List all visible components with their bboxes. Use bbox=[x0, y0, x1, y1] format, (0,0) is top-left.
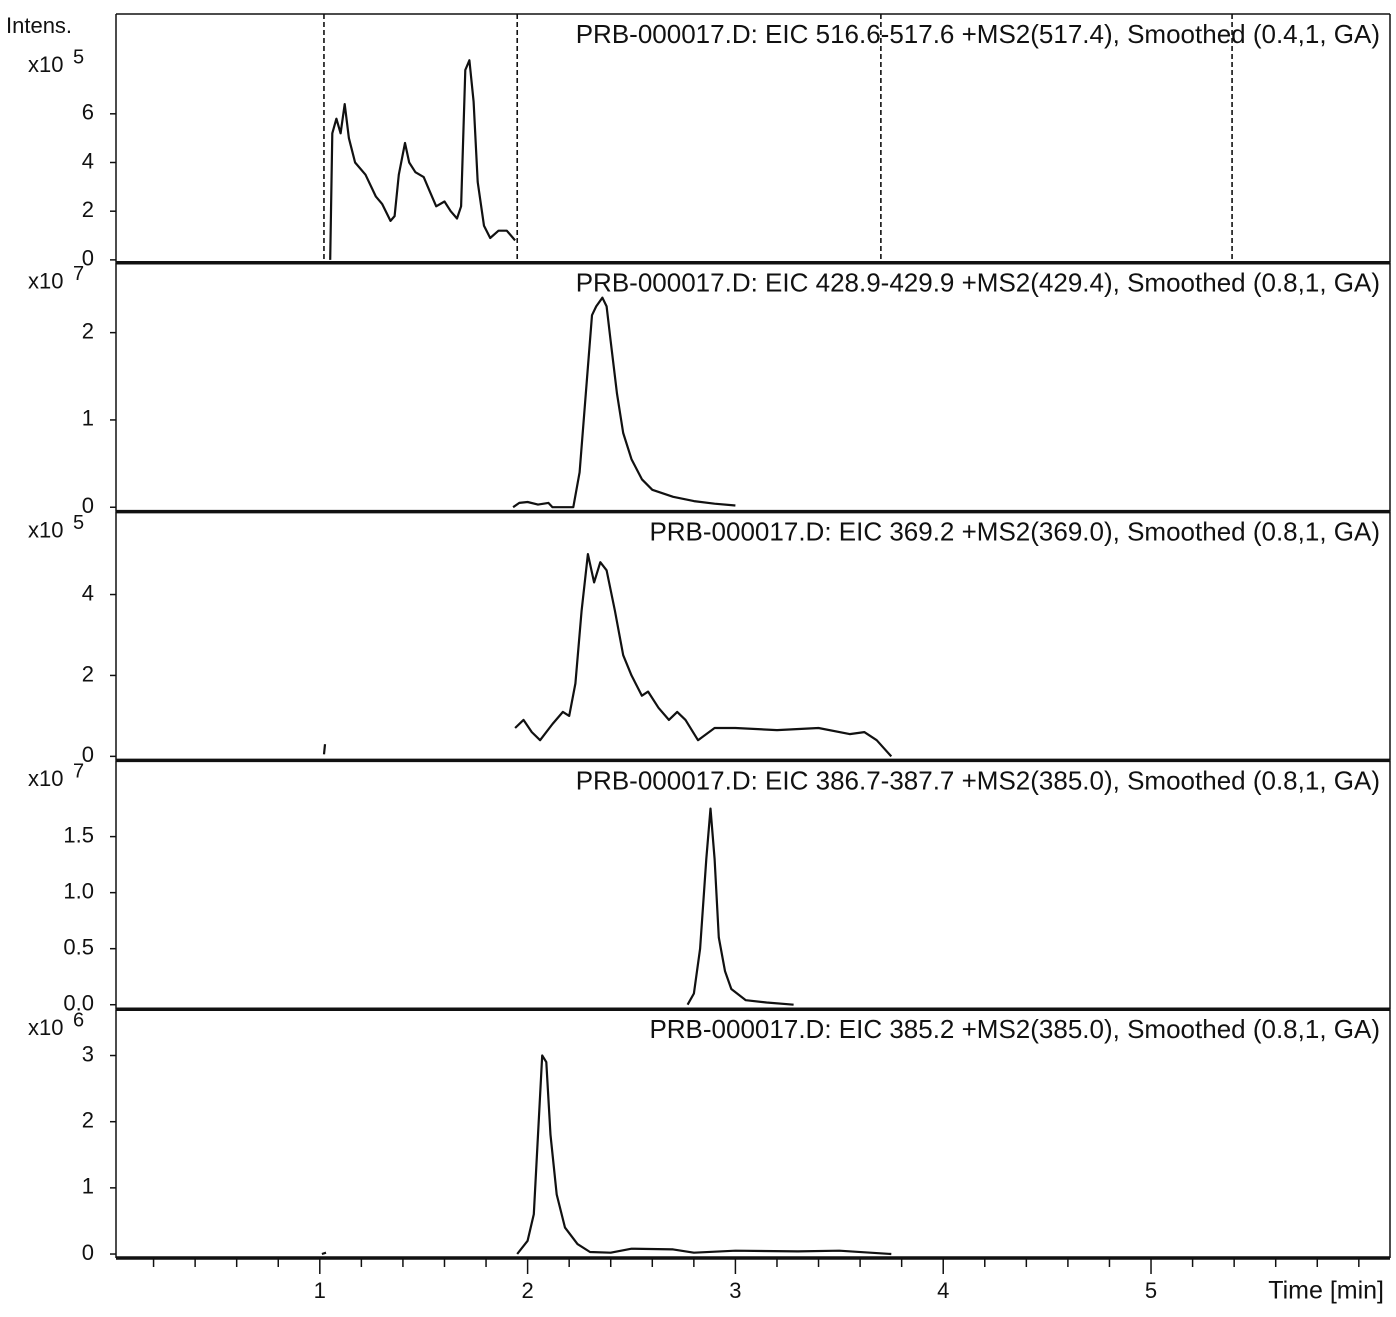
x-tick-label: 2 bbox=[521, 1278, 533, 1303]
y-scale-label: x10 bbox=[28, 269, 63, 294]
y-tick-label: 1 bbox=[82, 1174, 94, 1199]
y-scale-exponent: 5 bbox=[73, 512, 84, 534]
y-tick-label: 3 bbox=[82, 1041, 94, 1066]
y-tick-label: 2 bbox=[82, 318, 94, 343]
y-scale-label: x10 bbox=[28, 52, 63, 77]
y-scale-label: x10 bbox=[28, 766, 63, 791]
panel-title: PRB-000017.D: EIC 428.9-429.9 +MS2(429.4… bbox=[576, 268, 1380, 298]
y-tick-label: 4 bbox=[82, 580, 94, 605]
y-tick-label: 2 bbox=[82, 661, 94, 686]
y-tick-label: 1 bbox=[82, 406, 94, 431]
y-tick-label: 0 bbox=[82, 1240, 94, 1265]
y-tick-label: 0.5 bbox=[63, 934, 94, 959]
panel-title: PRB-000017.D: EIC 385.2 +MS2(385.0), Smo… bbox=[649, 1014, 1380, 1044]
panel-title: PRB-000017.D: EIC 369.2 +MS2(369.0), Smo… bbox=[649, 516, 1380, 546]
trace bbox=[329, 59, 516, 260]
y-scale-exponent: 5 bbox=[73, 46, 84, 68]
trace bbox=[322, 553, 893, 758]
y-scale-label: x10 bbox=[28, 1015, 63, 1040]
x-tick-label: 1 bbox=[314, 1278, 326, 1303]
y-tick-label: 4 bbox=[82, 148, 94, 173]
y-scale-exponent: 6 bbox=[73, 1009, 84, 1031]
x-axis-label: Time [min] bbox=[1268, 1277, 1384, 1305]
y-tick-label: 2 bbox=[82, 1108, 94, 1133]
y-tick-label: 6 bbox=[82, 100, 94, 125]
trace bbox=[512, 296, 736, 509]
panel-title: PRB-000017.D: EIC 386.7-387.7 +MS2(385.0… bbox=[576, 765, 1380, 795]
x-tick-label: 4 bbox=[937, 1278, 949, 1303]
panel-title: PRB-000017.D: EIC 516.6-517.6 +MS2(517.4… bbox=[576, 19, 1380, 49]
x-tick-label: 5 bbox=[1145, 1278, 1157, 1303]
y-tick-label: 0 bbox=[82, 246, 94, 271]
y-tick-label: 1.0 bbox=[63, 878, 94, 903]
y-tick-label: 0.0 bbox=[63, 991, 94, 1016]
y-tick-label: 2 bbox=[82, 197, 94, 222]
y-axis-label: Intens. bbox=[6, 13, 72, 38]
y-scale-exponent: 7 bbox=[73, 761, 84, 783]
trace bbox=[321, 1054, 892, 1256]
y-scale-label: x10 bbox=[28, 517, 63, 542]
y-scale-exponent: 7 bbox=[73, 263, 84, 285]
x-tick-label: 3 bbox=[729, 1278, 741, 1303]
y-tick-label: 0 bbox=[82, 742, 94, 767]
y-tick-label: 1.5 bbox=[63, 822, 94, 847]
trace bbox=[686, 807, 794, 1006]
y-tick-label: 0 bbox=[82, 493, 94, 518]
